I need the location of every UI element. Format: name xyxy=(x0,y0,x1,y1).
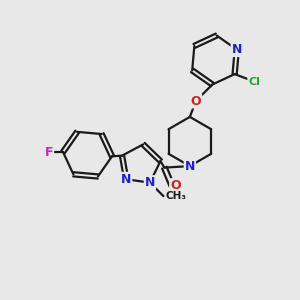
Text: F: F xyxy=(45,146,53,158)
Text: N: N xyxy=(145,176,155,189)
Text: Cl: Cl xyxy=(248,76,260,87)
Text: N: N xyxy=(232,43,242,56)
Text: O: O xyxy=(170,179,181,192)
Text: CH₃: CH₃ xyxy=(166,191,187,201)
Text: N: N xyxy=(185,160,195,172)
Text: O: O xyxy=(190,94,201,107)
Text: N: N xyxy=(121,173,131,186)
